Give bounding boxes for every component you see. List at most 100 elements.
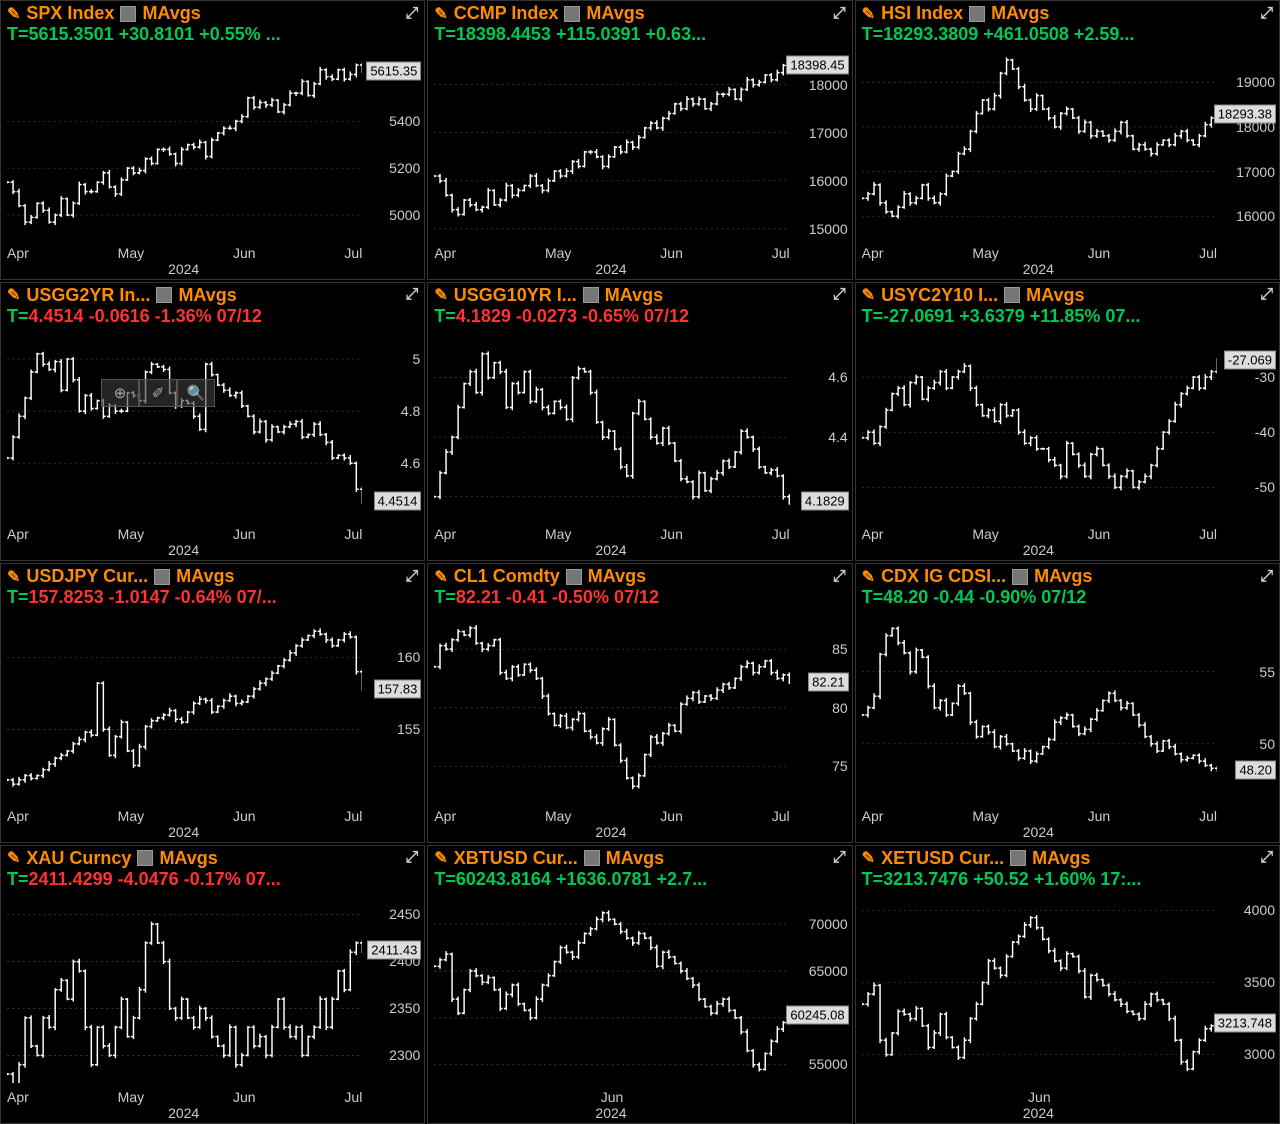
x-tick-label: Jul	[1199, 526, 1217, 542]
chart-area[interactable]: 505548.20	[856, 610, 1279, 806]
panel-header: ✎USDJPY Cur...MAvgs⤢	[1, 564, 424, 587]
y-axis: 4.24.44.64.1829	[792, 333, 850, 521]
mavgs-checkbox[interactable]	[156, 287, 172, 303]
x-tick-label: May	[545, 808, 571, 824]
y-tick-label: 50	[1259, 736, 1275, 752]
chart-area[interactable]: 5000520054005615.35	[1, 47, 424, 243]
expand-icon[interactable]: ⤢	[402, 5, 419, 23]
y-tick-label: 75	[832, 758, 848, 774]
edit-icon[interactable]: ✎	[862, 4, 875, 24]
expand-icon[interactable]: ⤢	[1256, 286, 1273, 304]
y-tick-label: 5400	[389, 113, 420, 129]
expand-icon[interactable]: ⤢	[402, 849, 419, 867]
x-year-label: 2024	[1, 542, 424, 560]
mavgs-checkbox[interactable]	[969, 6, 985, 22]
chart-area[interactable]: 1500016000170001800018398.45	[428, 47, 851, 243]
chart-grid: ✎SPX IndexMAvgs⤢T=5615.3501 +30.8101 +0.…	[0, 0, 1280, 1124]
y-axis: 4.64.854.4514	[364, 333, 422, 521]
mavgs-label: MAvgs	[1026, 285, 1084, 306]
last-price-box: -27.069	[1224, 351, 1276, 370]
x-tick-label: Apr	[862, 245, 884, 261]
y-tick-label: 85	[832, 641, 848, 657]
y-tick-label: 55	[1259, 664, 1275, 680]
y-tick-label: 3000	[1244, 1046, 1275, 1062]
y-tick-label: 4.6	[401, 455, 420, 471]
expand-icon[interactable]: ⤢	[1256, 849, 1273, 867]
mavgs-checkbox[interactable]	[154, 569, 170, 585]
expand-icon[interactable]: ⤢	[829, 5, 846, 23]
edit-icon[interactable]: ✎	[434, 285, 447, 305]
x-tick-label: May	[972, 245, 998, 261]
edit-icon[interactable]: ✎	[7, 4, 20, 24]
mavgs-label: MAvgs	[586, 3, 644, 24]
expand-icon[interactable]: ⤢	[829, 286, 846, 304]
edit-icon[interactable]: ✎	[862, 285, 875, 305]
y-tick-label: 65000	[809, 963, 848, 979]
mavgs-checkbox[interactable]	[120, 6, 136, 22]
crosshair-icon[interactable]: ⊕	[101, 379, 139, 407]
chart-svg	[7, 333, 362, 521]
y-tick-label: 55000	[809, 1056, 848, 1072]
chart-area[interactable]: 75808582.21	[428, 610, 851, 806]
chart-area[interactable]: -50-40-30-27.069	[856, 329, 1279, 525]
expand-icon[interactable]: ⤢	[402, 286, 419, 304]
panel-header: ✎XAU CurncyMAvgs⤢	[1, 846, 424, 869]
last-price-box: 18293.38	[1214, 104, 1276, 123]
x-year-label: 2024	[428, 824, 851, 842]
chart-svg	[7, 51, 362, 239]
expand-icon[interactable]: ⤢	[402, 568, 419, 586]
stats-line: T=3213.7476 +50.52 +1.60% 17:...	[856, 869, 1279, 892]
edit-icon[interactable]: ✎	[862, 848, 875, 868]
stats-line: T=60243.8164 +1636.0781 +2.7...	[428, 869, 851, 892]
chart-area[interactable]: 3000350040003213.748	[856, 892, 1279, 1088]
panel-ccmp: ✎CCMP IndexMAvgs⤢T=18398.4453 +115.0391 …	[427, 0, 852, 280]
chart-area[interactable]: 23002350240024502411.43	[1, 892, 424, 1088]
edit-icon[interactable]: ✎	[7, 848, 20, 868]
y-tick-label: 70000	[809, 916, 848, 932]
mavgs-checkbox[interactable]	[1012, 569, 1028, 585]
y-axis: 155160157.83	[364, 614, 422, 802]
mavgs-checkbox[interactable]	[137, 850, 153, 866]
edit-icon[interactable]: ✎	[434, 848, 447, 868]
expand-icon[interactable]: ⤢	[829, 568, 846, 586]
y-axis: 1500016000170001800018398.45	[792, 51, 850, 239]
mavgs-checkbox[interactable]	[1004, 287, 1020, 303]
x-axis: AprMayJunJul	[428, 806, 851, 824]
x-tick-label: Apr	[434, 808, 456, 824]
expand-icon[interactable]: ⤢	[829, 849, 846, 867]
expand-icon[interactable]: ⤢	[1256, 5, 1273, 23]
panel-xet: ✎XETUSD Cur...MAvgs⤢T=3213.7476 +50.52 +…	[855, 845, 1280, 1124]
zoom-icon[interactable]: 🔍	[177, 379, 215, 407]
expand-icon[interactable]: ⤢	[1256, 568, 1273, 586]
mavgs-label: MAvgs	[159, 848, 217, 869]
chart-area[interactable]: 4.24.44.64.1829	[428, 329, 851, 525]
mavgs-checkbox[interactable]	[584, 850, 600, 866]
x-tick-label: May	[545, 245, 571, 261]
x-tick-label: Jul	[772, 526, 790, 542]
mavgs-checkbox[interactable]	[583, 287, 599, 303]
mavgs-checkbox[interactable]	[566, 569, 582, 585]
x-axis: Jun	[856, 1087, 1279, 1105]
edit-icon[interactable]: ✎	[434, 567, 447, 587]
last-price-box: 4.1829	[801, 492, 849, 511]
x-tick-label: Jun	[233, 808, 256, 824]
mavgs-checkbox[interactable]	[564, 6, 580, 22]
chart-area[interactable]: 1600017000180001900018293.38	[856, 47, 1279, 243]
x-tick-label: Jun	[1028, 1089, 1051, 1105]
x-axis: AprMayJunJul	[856, 524, 1279, 542]
edit-icon[interactable]: ✎	[7, 567, 20, 587]
chart-area[interactable]: 4.64.854.4514⊕✐🔍	[1, 329, 424, 525]
panel-header: ✎HSI IndexMAvgs⤢	[856, 1, 1279, 24]
edit-icon[interactable]: ✎	[7, 285, 20, 305]
edit-icon[interactable]: ✎	[434, 4, 447, 24]
mavgs-checkbox[interactable]	[1010, 850, 1026, 866]
y-axis: 505548.20	[1219, 614, 1277, 802]
chart-area[interactable]: 155160157.83	[1, 610, 424, 806]
draw-icon[interactable]: ✐	[139, 379, 177, 407]
y-tick-label: 4.8	[401, 403, 420, 419]
edit-icon[interactable]: ✎	[862, 567, 875, 587]
chart-svg	[862, 333, 1217, 521]
chart-area[interactable]: 5500060000650007000060245.08	[428, 892, 851, 1088]
x-axis: AprMayJunJul	[1, 1087, 424, 1105]
y-axis: -50-40-30-27.069	[1219, 333, 1277, 521]
